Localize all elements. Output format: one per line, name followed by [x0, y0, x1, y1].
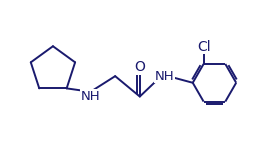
Text: NH: NH: [155, 70, 175, 83]
Text: NH: NH: [81, 90, 100, 103]
Text: Cl: Cl: [197, 40, 210, 54]
Text: O: O: [134, 60, 145, 74]
